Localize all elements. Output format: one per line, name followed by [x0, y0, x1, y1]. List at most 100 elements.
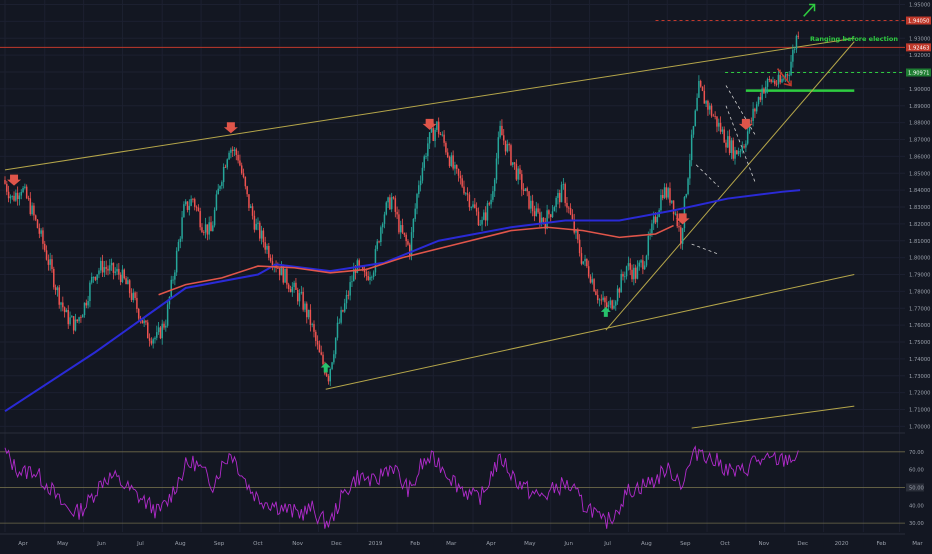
price-axis-label: 1.86000	[909, 154, 930, 160]
candle-body	[394, 198, 397, 212]
rsi-line	[4, 445, 799, 529]
candle-body	[353, 269, 355, 282]
candle-body	[296, 289, 299, 302]
candle-body	[242, 173, 245, 177]
candle-body	[251, 206, 254, 216]
rsi-axis-label: 50.00	[909, 485, 924, 491]
candle-body	[595, 291, 597, 295]
candle-body	[137, 308, 140, 319]
price-axis-label: 1.87000	[909, 138, 930, 144]
candle-body	[228, 152, 230, 160]
time-axis-label: Feb	[876, 541, 886, 547]
candle-body	[542, 217, 545, 222]
price-tag-label: 1.94050	[908, 19, 929, 25]
candle-body	[463, 186, 465, 194]
markers-layer	[7, 3, 816, 373]
candle-body	[195, 206, 198, 208]
time-axis-label: Aug	[641, 541, 652, 547]
candle-body	[315, 331, 317, 341]
candle-body	[418, 185, 420, 195]
candle-body	[575, 230, 577, 233]
candle-body	[640, 260, 642, 263]
candle-body	[6, 183, 8, 192]
price-axis-label: 1.92000	[909, 53, 930, 59]
price-axis-label: 1.77000	[909, 306, 930, 312]
candle-body	[698, 80, 700, 98]
candle-body	[624, 276, 626, 278]
price-tag-box	[906, 16, 931, 25]
candle-body	[450, 155, 453, 167]
candle-body	[390, 197, 393, 210]
candle-body	[119, 274, 122, 283]
candle-body	[103, 267, 106, 273]
price-axis-label: 1.72000	[909, 391, 930, 397]
candle-body	[774, 80, 776, 84]
time-axis-label: Apr	[486, 541, 496, 547]
candle-body	[347, 294, 350, 296]
candle-body	[212, 225, 214, 232]
candle-body	[116, 268, 118, 272]
candle-body	[781, 79, 783, 83]
candle-body	[609, 300, 612, 305]
candle-body	[33, 205, 35, 216]
moving-averages-layer	[4, 189, 801, 413]
candle-body	[329, 369, 332, 382]
candle-body	[712, 115, 715, 117]
candle-body	[369, 276, 371, 280]
red-forecast-arrow-icon	[776, 68, 792, 86]
candle-body	[531, 200, 534, 212]
green-up-arrow-icon	[600, 306, 611, 317]
candle-body	[568, 207, 570, 209]
candle-body	[107, 268, 109, 271]
candle-body	[333, 354, 335, 363]
candle-body	[192, 198, 194, 200]
candle-body	[488, 203, 491, 205]
candle-body	[551, 211, 554, 218]
candle-body	[456, 165, 458, 169]
price-axis-label: 1.89000	[909, 104, 930, 110]
candle-body	[618, 288, 621, 293]
candle-body	[389, 197, 391, 210]
candle-body	[416, 194, 418, 209]
candle-body	[537, 208, 539, 213]
candle-body	[381, 223, 384, 228]
candle-body	[83, 302, 86, 316]
candle-body	[38, 228, 41, 234]
candle-body	[524, 188, 527, 192]
axes-layer[interactable]: 1.950001.940001.930001.920001.910001.900…	[18, 3, 931, 548]
candle-body	[15, 192, 17, 201]
candle-body	[9, 196, 12, 199]
candle-body	[340, 310, 342, 323]
candle-body	[58, 287, 60, 305]
candle-body	[374, 249, 377, 273]
candle-body	[510, 145, 512, 165]
candle-body	[380, 227, 382, 243]
candle-body	[74, 319, 77, 331]
candle-body	[472, 204, 474, 208]
candle-body	[248, 194, 250, 208]
candle-body	[231, 149, 234, 151]
candle-body	[282, 265, 285, 283]
candle-body	[685, 194, 687, 198]
candle-body	[548, 210, 550, 215]
candle-body	[410, 232, 413, 256]
candle-body	[27, 198, 30, 199]
candle-body	[607, 304, 610, 308]
candle-body	[94, 276, 97, 280]
candle-body	[506, 144, 509, 152]
candle-body	[186, 201, 189, 210]
candle-body	[286, 268, 288, 285]
candle-body	[163, 323, 165, 328]
candle-body	[557, 193, 559, 198]
candle-body	[483, 212, 485, 220]
candle-body	[705, 101, 707, 104]
time-axis-label: Feb	[410, 541, 420, 547]
candles-layer	[4, 31, 800, 387]
candle-body	[235, 149, 238, 155]
candle-body	[755, 104, 758, 112]
candle-body	[262, 230, 265, 243]
candle-body	[206, 224, 209, 235]
candle-body	[401, 225, 404, 233]
candle-body	[474, 204, 476, 208]
